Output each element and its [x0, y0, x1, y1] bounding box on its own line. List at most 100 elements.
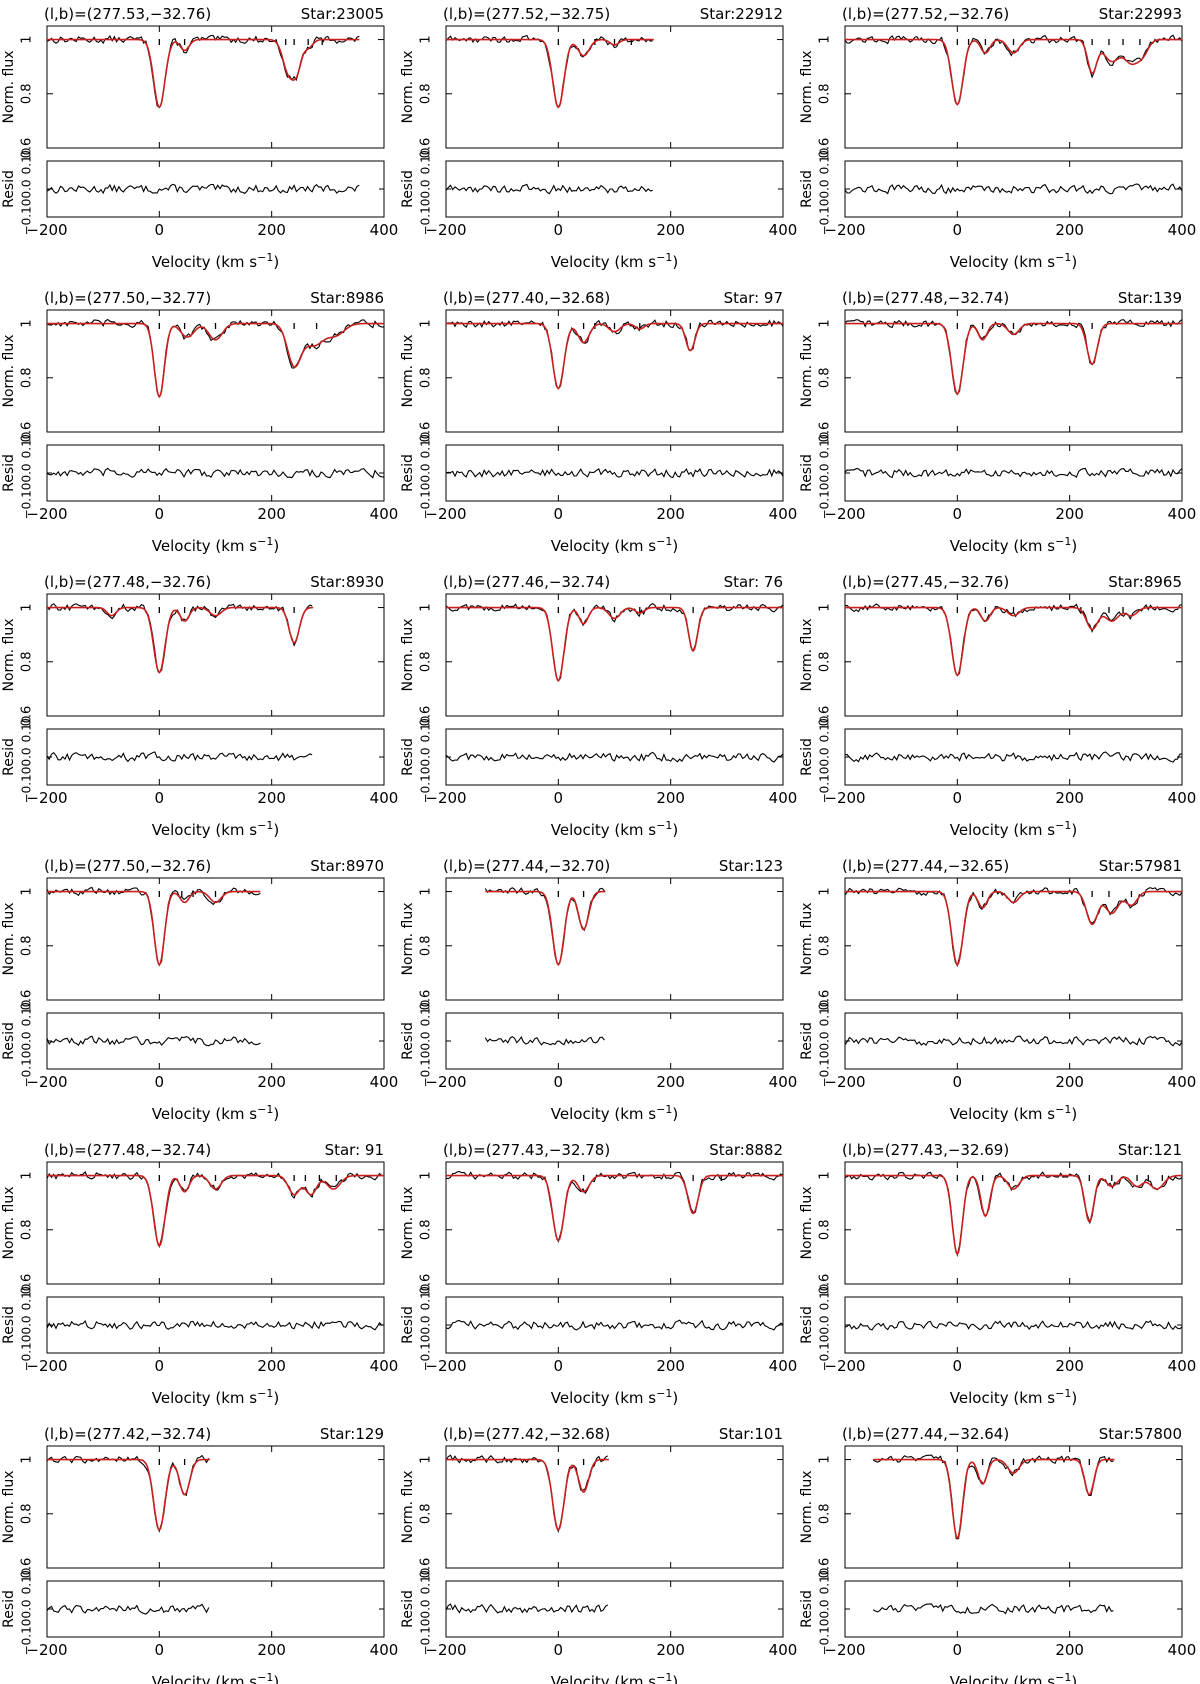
resid-tick-label: 0.10	[818, 1000, 832, 1027]
x-tick-label: 400	[769, 1073, 798, 1091]
flux-tick-label: 0.6	[20, 1274, 35, 1295]
x-tick-label: 200	[257, 221, 286, 239]
observed-spectrum-line	[844, 603, 1183, 677]
resid-tick-label: 0.0	[818, 463, 832, 482]
residual-line	[844, 751, 1183, 763]
panel-star-label: Star:22993	[1099, 5, 1182, 23]
x-tick-label: 400	[769, 1641, 798, 1659]
flux-axis-label: Norm. flux	[799, 902, 815, 975]
x-axis-label: Velocity (km s−1)	[152, 535, 279, 556]
x-axis-label: Velocity (km s−1)	[950, 251, 1077, 272]
panel-star-label: Star:8970	[310, 857, 384, 875]
flux-tick-label: 0.8	[818, 1219, 833, 1240]
observed-spectrum-line	[445, 1454, 609, 1533]
flux-axes-frame	[445, 309, 784, 433]
x-tick-label: 0	[953, 1641, 963, 1659]
panel-coordinates: (l,b)=(277.42,−32.74)	[44, 1425, 211, 1443]
residual-line	[46, 1035, 261, 1047]
resid-axis-label: Resid	[400, 1022, 416, 1060]
spectrum-panel: (l,b)=(277.50,−32.77) Star:8986 1 0.8 0.6Nor…	[1, 289, 398, 555]
x-tick-label: 0	[155, 1073, 165, 1091]
observed-spectrum-line	[445, 319, 784, 390]
flux-tick-label: 0.6	[20, 138, 35, 159]
x-tick-label: 0	[554, 221, 564, 239]
residual-line	[46, 1319, 385, 1331]
x-tick-label: −200	[425, 1641, 466, 1659]
model-fit-line	[845, 38, 1182, 106]
x-tick-label: 0	[554, 1073, 564, 1091]
flux-tick-label: 0.6	[419, 422, 434, 443]
x-tick-label: 400	[1168, 221, 1197, 239]
panel-star-label: Star:121	[1118, 1141, 1182, 1159]
flux-axis-label: Norm. flux	[799, 50, 815, 123]
resid-axis-label: Resid	[799, 1306, 815, 1344]
x-tick-label: −200	[425, 789, 466, 807]
model-fit-line	[47, 322, 384, 399]
panel-coordinates: (l,b)=(277.43,−32.69)	[842, 1141, 1009, 1159]
resid-axis-label: Resid	[400, 738, 416, 776]
flux-tick-label: 1	[818, 887, 833, 895]
residual-line	[445, 1603, 609, 1614]
residual-axes-frame	[46, 444, 385, 502]
panel-coordinates: (l,b)=(277.50,−32.76)	[44, 857, 211, 875]
panel-star-label: Star: 97	[724, 289, 783, 307]
resid-tick-label: 0.0	[20, 179, 34, 198]
flux-tick-label: 1	[818, 1171, 833, 1179]
panel-star-label: Star:139	[1118, 289, 1182, 307]
x-tick-label: 400	[370, 1357, 399, 1375]
x-tick-label: 0	[953, 505, 963, 523]
observed-spectrum-line	[445, 602, 784, 682]
flux-tick-label: 0.6	[419, 706, 434, 727]
x-tick-label: 400	[1168, 1073, 1197, 1091]
resid-axis-label: Resid	[799, 170, 815, 208]
model-fit-line	[845, 322, 1182, 396]
x-tick-label: 0	[155, 1641, 165, 1659]
resid-tick-label: 0.10	[818, 1568, 832, 1595]
observed-spectrum-line	[844, 1171, 1183, 1258]
x-tick-label: 0	[953, 789, 963, 807]
flux-axis-label: Norm. flux	[799, 1470, 815, 1543]
resid-tick-label: 0.0	[419, 1315, 433, 1334]
flux-tick-label: 0.8	[20, 1503, 35, 1524]
resid-tick-label: 0.0	[419, 1031, 433, 1050]
flux-tick-label: 0.6	[818, 138, 833, 159]
flux-tick-label: 1	[419, 1171, 434, 1179]
flux-axes-frame	[46, 877, 385, 1001]
x-tick-label: 200	[257, 1357, 286, 1375]
x-axis-label: Velocity (km s−1)	[551, 251, 678, 272]
x-tick-label: −200	[26, 789, 67, 807]
resid-tick-label: 0.10	[818, 1284, 832, 1311]
x-tick-label: 0	[953, 1357, 963, 1375]
flux-axes-frame	[844, 593, 1183, 717]
x-tick-label: 200	[656, 1357, 685, 1375]
residual-axes-frame	[46, 728, 385, 786]
resid-tick-label: −0.10	[818, 1051, 832, 1088]
flux-axis-label: Norm. flux	[1, 618, 17, 691]
x-tick-label: 200	[1055, 1641, 1084, 1659]
flux-axes-frame	[46, 1161, 385, 1285]
x-tick-label: 0	[155, 1357, 165, 1375]
resid-tick-label: −0.10	[818, 199, 832, 236]
resid-axis-label: Resid	[400, 454, 416, 492]
flux-axes-frame	[46, 593, 385, 717]
residual-line	[872, 1603, 1114, 1615]
flux-tick-label: 1	[818, 319, 833, 327]
panel-star-label: Star:123	[719, 857, 783, 875]
spectrum-panel: (l,b)=(277.44,−32.70) Star:123 1 0.8 0.6Norm…	[400, 857, 797, 1123]
resid-tick-label: 0.10	[818, 716, 832, 743]
x-tick-label: 200	[1055, 505, 1084, 523]
model-fit-line	[446, 606, 783, 683]
resid-tick-label: −0.10	[818, 1335, 832, 1372]
flux-tick-label: 0.8	[20, 651, 35, 672]
flux-tick-label: 0.6	[818, 990, 833, 1011]
residual-axes-frame	[445, 1012, 784, 1070]
resid-tick-label: 0.10	[419, 716, 433, 743]
resid-tick-label: 0.0	[419, 747, 433, 766]
x-tick-label: 200	[656, 1641, 685, 1659]
panel-coordinates: (l,b)=(277.48,−32.74)	[842, 289, 1009, 307]
resid-tick-label: 0.10	[419, 1284, 433, 1311]
x-tick-label: −200	[26, 221, 67, 239]
observed-spectrum-line	[46, 1454, 210, 1533]
panel-coordinates: (l,b)=(277.53,−32.76)	[44, 5, 211, 23]
x-tick-label: 0	[554, 1357, 564, 1375]
